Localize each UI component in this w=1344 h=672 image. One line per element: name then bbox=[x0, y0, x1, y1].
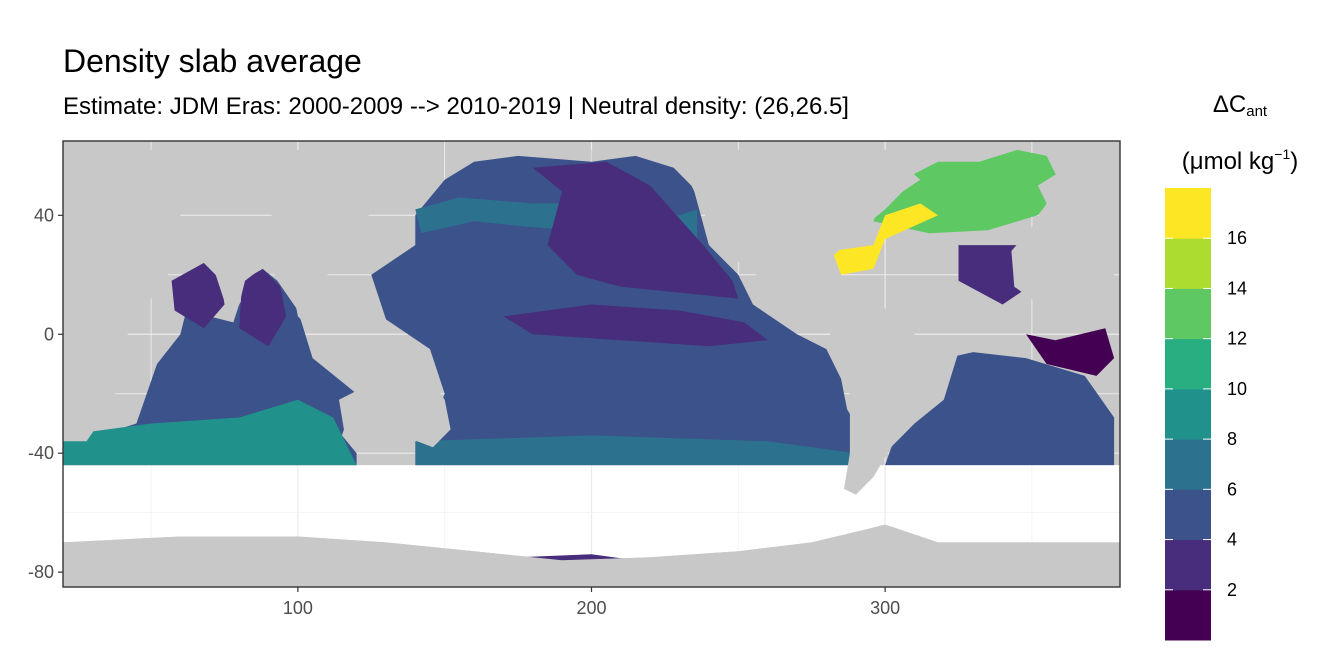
land-antarctica bbox=[63, 524, 1120, 587]
land-europe-africa-east bbox=[1011, 149, 1120, 323]
region-south-pacific-southern-band bbox=[415, 435, 856, 466]
legend-label-14: 14 bbox=[1227, 278, 1247, 298]
legend-title-main: ΔC bbox=[1212, 91, 1247, 118]
legend-swatch-1 bbox=[1165, 539, 1211, 591]
chart-subtitle: Estimate: JDM Eras: 2000-2009 --> 2010-2… bbox=[63, 93, 849, 120]
legend-swatch-2 bbox=[1165, 489, 1211, 540]
legend-label-12: 12 bbox=[1227, 329, 1247, 349]
legend-title-units: (μmol kg−1) bbox=[1150, 133, 1330, 183]
legend-label-16: 16 bbox=[1227, 228, 1247, 248]
legend-title-subscript: ant bbox=[1246, 103, 1268, 120]
legend-label-6: 6 bbox=[1227, 479, 1237, 499]
land-greenland bbox=[908, 149, 980, 156]
legend-swatch-4 bbox=[1165, 388, 1211, 440]
y-tick-label-40: 40 bbox=[34, 205, 54, 225]
region-bay-of-bengal bbox=[239, 268, 287, 347]
region-western-north-atlantic bbox=[832, 203, 938, 275]
map-panel bbox=[63, 141, 1120, 587]
region-equatorial-pacific bbox=[503, 304, 768, 347]
x-tick-label-300: 300 bbox=[870, 598, 900, 618]
region-north-pacific-east bbox=[532, 161, 739, 299]
legend-label-10: 10 bbox=[1227, 379, 1247, 399]
land-south-america bbox=[826, 298, 959, 495]
legend-swatch-5 bbox=[1165, 338, 1211, 390]
land-australia bbox=[339, 364, 451, 448]
y-tick-label--40: -40 bbox=[28, 443, 54, 463]
land-se-asia bbox=[268, 149, 416, 329]
legend-units-superscript: −1 bbox=[1274, 146, 1291, 162]
legend-label-8: 8 bbox=[1227, 429, 1237, 449]
legend-units-suffix: ) bbox=[1290, 148, 1299, 175]
legend: 2 4 6 8 10 12 14 16 bbox=[1165, 188, 1247, 641]
region-indian-ocean-south bbox=[63, 399, 357, 466]
legend-label-4: 4 bbox=[1227, 530, 1237, 550]
x-tick-label-100: 100 bbox=[283, 598, 313, 618]
land-africa bbox=[63, 149, 181, 442]
region-tropical-atlantic-east bbox=[1026, 328, 1115, 376]
legend-swatch-0 bbox=[1165, 589, 1211, 641]
legend-label-2: 2 bbox=[1227, 580, 1237, 600]
land-north-america bbox=[591, 149, 921, 311]
legend-swatch-3 bbox=[1165, 439, 1211, 490]
legend-title: ΔCant (μmol kg−1) bbox=[1150, 84, 1330, 183]
land-india bbox=[203, 245, 275, 311]
legend-swatch-7 bbox=[1165, 238, 1211, 289]
legend-units-prefix: (μmol kg bbox=[1181, 148, 1275, 175]
legend-title-symbol: ΔCant bbox=[1150, 84, 1330, 133]
y-tick-label--80: -80 bbox=[28, 562, 54, 582]
legend-swatch-8 bbox=[1165, 188, 1211, 239]
y-tick-label-0: 0 bbox=[44, 324, 54, 344]
chart-title: Density slab average bbox=[63, 43, 362, 79]
region-south-pacific bbox=[444, 364, 856, 424]
map-clip-group bbox=[63, 141, 1120, 587]
x-tick-label-200: 200 bbox=[576, 598, 606, 618]
region-arabian-sea bbox=[171, 262, 225, 329]
legend-swatch-6 bbox=[1165, 288, 1211, 340]
